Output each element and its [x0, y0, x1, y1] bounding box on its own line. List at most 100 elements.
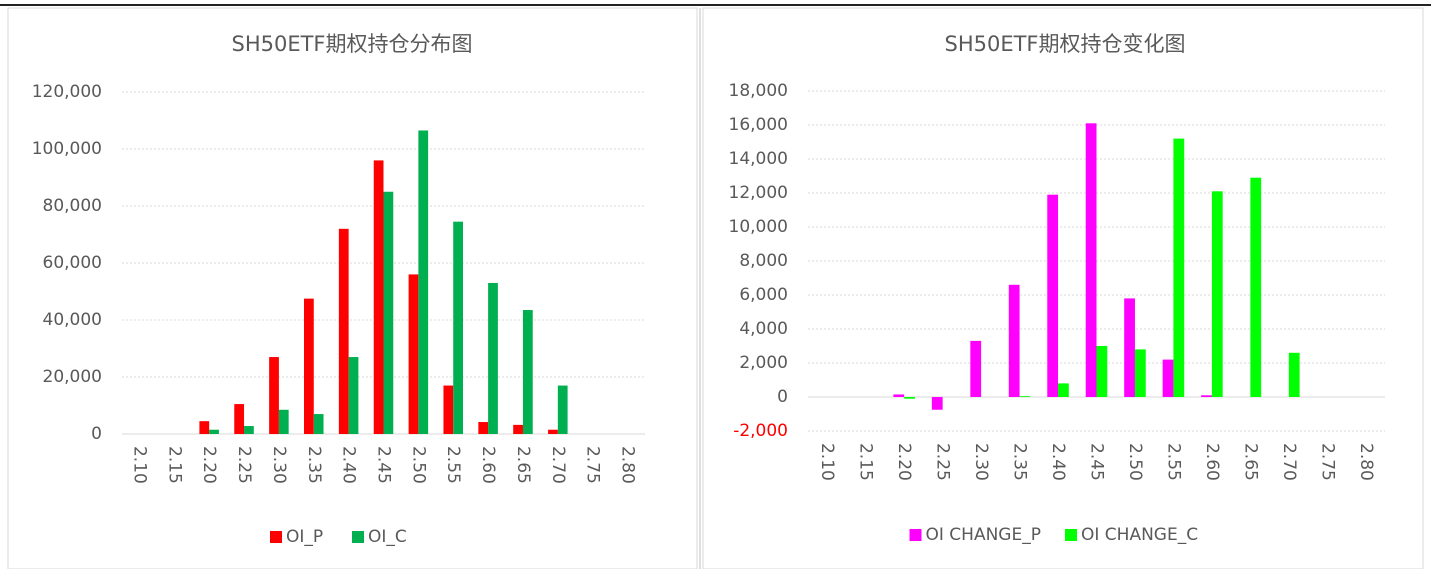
y-tick-label: 120,000	[32, 82, 102, 102]
x-tick-label: 2.30	[269, 446, 289, 484]
x-tick-label: 2.20	[894, 443, 914, 481]
x-tick-label: 2.40	[1048, 443, 1068, 481]
bar	[338, 228, 349, 434]
x-tick-label: 2.70	[1279, 443, 1299, 481]
bar	[893, 394, 905, 397]
legend-label: OI_P	[286, 527, 323, 547]
x-tick-label: 2.50	[408, 446, 428, 484]
x-tick-label: 2.35	[1010, 443, 1030, 481]
y-tick-label: 20,000	[43, 367, 102, 387]
x-tick-label: 2.20	[199, 446, 219, 484]
bar	[1008, 284, 1020, 397]
bar	[1047, 194, 1059, 397]
bar	[408, 274, 419, 434]
y-tick-label: 60,000	[43, 253, 102, 273]
legend-label: OI_C	[368, 527, 407, 547]
x-tick-label: 2.65	[1240, 443, 1260, 481]
y-tick-label: 6,000	[739, 285, 788, 305]
x-tick-label: 2.35	[304, 446, 324, 484]
bar	[970, 340, 982, 397]
bar	[313, 414, 324, 434]
x-tick-label: 2.80	[1356, 443, 1376, 481]
x-tick-label: 2.60	[478, 446, 498, 484]
bar	[1211, 191, 1223, 397]
bar	[1096, 346, 1108, 397]
bar	[348, 357, 359, 434]
x-tick-label: 2.10	[129, 446, 149, 484]
bar	[1134, 349, 1146, 397]
legend-swatch	[352, 531, 364, 543]
bar	[443, 385, 454, 434]
bar	[1162, 359, 1174, 397]
bar	[1288, 352, 1300, 397]
bar	[931, 397, 943, 410]
bar	[513, 424, 523, 434]
legend-label: OI CHANGE_P	[926, 525, 1041, 545]
x-tick-label: 2.45	[1087, 443, 1107, 481]
x-tick-label: 2.55	[1163, 443, 1183, 481]
bar	[548, 429, 558, 434]
x-tick-label: 2.70	[548, 446, 568, 484]
bar	[234, 404, 245, 434]
legend-swatch	[270, 531, 282, 543]
y-tick-label: 100,000	[32, 139, 102, 159]
x-tick-label: 2.75	[583, 446, 603, 484]
x-tick-label: 2.65	[513, 446, 533, 484]
y-tick-label: -2,000	[733, 421, 788, 441]
x-tick-label: 2.40	[339, 446, 359, 484]
y-tick-label: 0	[777, 387, 788, 407]
y-tick-label: 40,000	[43, 310, 102, 330]
bar	[373, 160, 384, 434]
bar	[522, 310, 533, 434]
bar	[1058, 383, 1069, 397]
bar	[304, 298, 314, 434]
y-tick-label: 80,000	[43, 196, 102, 216]
bar	[383, 191, 394, 434]
legend-swatch	[909, 529, 922, 541]
bar	[478, 422, 489, 434]
x-tick-label: 2.45	[374, 446, 394, 484]
bar	[904, 397, 915, 399]
bar	[1019, 396, 1031, 397]
chart-title: SH50ETF期权持仓变化图	[944, 32, 1185, 56]
bar	[453, 221, 463, 434]
bar	[209, 429, 219, 434]
bar	[199, 421, 210, 434]
x-tick-label: 2.15	[164, 446, 184, 484]
bar	[418, 130, 429, 434]
y-tick-label: 10,000	[729, 217, 788, 237]
bar	[244, 426, 254, 434]
y-tick-label: 4,000	[739, 319, 788, 339]
bar	[488, 282, 498, 434]
y-tick-label: 14,000	[729, 149, 788, 169]
bar	[1173, 138, 1185, 397]
legend-swatch	[1065, 529, 1077, 541]
y-tick-label: 2,000	[739, 353, 788, 373]
chart-title: SH50ETF期权持仓分布图	[231, 32, 472, 56]
bar	[1124, 298, 1135, 397]
x-tick-label: 2.30	[971, 443, 991, 481]
x-tick-label: 2.55	[443, 446, 463, 484]
x-tick-label: 2.15	[856, 443, 876, 481]
left-panel	[7, 7, 698, 569]
x-tick-label: 2.75	[1317, 443, 1337, 481]
bar	[1201, 395, 1212, 397]
bar	[1250, 177, 1262, 397]
y-tick-label: 18,000	[729, 81, 788, 101]
y-tick-label: 0	[91, 424, 102, 444]
bar	[1085, 123, 1097, 398]
y-tick-label: 12,000	[729, 183, 788, 203]
x-tick-label: 2.60	[1202, 443, 1222, 481]
y-tick-label: 8,000	[739, 251, 788, 271]
x-tick-label: 2.25	[933, 443, 953, 481]
bar	[269, 357, 279, 434]
right-panel	[702, 7, 1424, 569]
x-tick-label: 2.50	[1125, 443, 1145, 481]
x-tick-label: 2.10	[817, 443, 837, 481]
bar	[557, 385, 568, 434]
x-tick-label: 2.80	[618, 446, 638, 484]
legend-label: OI CHANGE_C	[1081, 525, 1198, 545]
bar	[278, 409, 289, 434]
x-tick-label: 2.25	[234, 446, 254, 484]
